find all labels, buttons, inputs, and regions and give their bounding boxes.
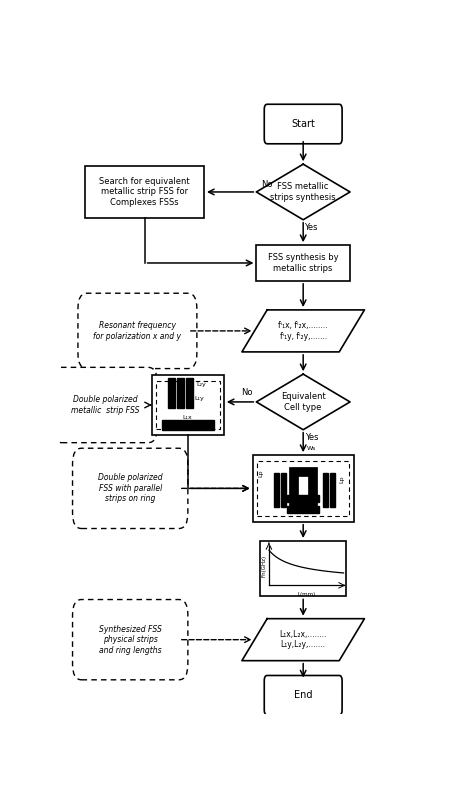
Text: Yes: Yes	[304, 223, 317, 232]
Bar	[287, 506, 319, 513]
Text: Equivalent
Cell type: Equivalent Cell type	[281, 392, 326, 411]
Text: Synthesized FSS
physical strips
and ring lengths: Synthesized FSS physical strips and ring…	[99, 625, 162, 654]
Text: Search for equivalent
metallic strip FSS for
Complexes FSSs: Search for equivalent metallic strip FSS…	[100, 177, 190, 207]
Bar	[162, 419, 214, 430]
Text: fⁱ₁x, fⁱ₂x,........
fⁱ₁y, fⁱ₂y,.......: fⁱ₁x, fⁱ₂x,........ fⁱ₁y, fⁱ₂y,.......	[279, 322, 328, 341]
FancyBboxPatch shape	[73, 600, 188, 680]
Text: L₁x,L₂x,........
L₁y,L₂y,.......: L₁x,L₂x,........ L₁y,L₂y,.......	[279, 630, 327, 650]
Bar	[294, 472, 312, 504]
FancyBboxPatch shape	[264, 675, 342, 715]
Bar	[168, 379, 174, 408]
Text: L₁y: L₁y	[194, 396, 204, 401]
Text: Resonant frequency
for polarization x and y: Resonant frequency for polarization x an…	[93, 322, 181, 341]
Bar	[256, 245, 350, 281]
Text: Double polarized
metallic  strip FSS: Double polarized metallic strip FSS	[71, 395, 139, 415]
Text: Double polarized
FSS with parallel
strips on ring: Double polarized FSS with parallel strip…	[98, 473, 162, 504]
Text: Lp: Lp	[339, 476, 344, 483]
Text: L₁x: L₁x	[182, 415, 192, 419]
FancyBboxPatch shape	[53, 367, 157, 443]
Text: FSS metallic
strips synthesis: FSS metallic strips synthesis	[270, 182, 336, 201]
Bar	[273, 473, 279, 507]
FancyBboxPatch shape	[78, 294, 197, 369]
Text: Ws: Ws	[307, 446, 316, 451]
Bar	[257, 461, 349, 516]
Bar	[156, 381, 219, 429]
Text: L₂y: L₂y	[197, 383, 206, 387]
Text: Fn(GHz): Fn(GHz)	[261, 554, 266, 577]
Text: End: End	[294, 691, 312, 700]
Text: No: No	[261, 180, 273, 189]
Polygon shape	[242, 618, 365, 661]
Text: FSS synthesis by
metallic strips: FSS synthesis by metallic strips	[268, 253, 339, 273]
Bar	[177, 379, 184, 408]
Bar	[330, 473, 335, 507]
Text: No: No	[242, 388, 253, 397]
Polygon shape	[242, 310, 365, 352]
Bar	[85, 166, 204, 218]
Bar	[281, 473, 286, 507]
Text: L₁x: L₁x	[289, 510, 299, 516]
FancyBboxPatch shape	[264, 104, 342, 144]
Bar	[287, 495, 319, 502]
Bar	[253, 455, 353, 522]
Bar	[323, 473, 328, 507]
Text: L₂x: L₂x	[287, 496, 297, 500]
FancyBboxPatch shape	[73, 448, 188, 529]
Text: Lp: Lp	[258, 469, 263, 477]
Bar	[186, 379, 193, 408]
Text: Start: Start	[291, 119, 315, 129]
Text: L(mm): L(mm)	[297, 592, 315, 597]
Bar	[260, 541, 346, 597]
Text: Yes: Yes	[306, 432, 319, 442]
Bar	[152, 375, 224, 435]
